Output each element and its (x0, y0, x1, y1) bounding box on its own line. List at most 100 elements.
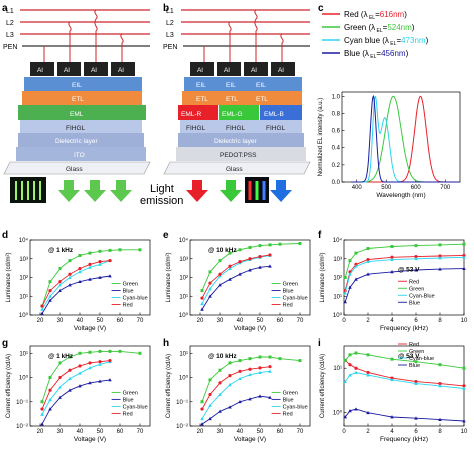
layer-glass-b-label: Glass (226, 166, 243, 173)
data-point (200, 422, 204, 426)
al-electrodes-b: Al Al Al Al (190, 62, 295, 76)
line-label-l1-b: L1 (166, 8, 174, 15)
layer-etl-b-label: ETL (226, 96, 238, 103)
data-point (414, 416, 418, 420)
data-point (200, 296, 204, 300)
legend-entry: Cyan blue (λ EL=473nm) (344, 36, 429, 47)
x-tick-label: 50 (257, 318, 264, 324)
x-axis-label: Wavelength (nm) (376, 192, 425, 199)
x-axis-label: Frequency (kHz) (380, 325, 428, 332)
data-point (238, 376, 242, 381)
al-label: Al (251, 67, 257, 74)
series-green (41, 249, 140, 307)
y-tick-label: 10¹ (19, 294, 28, 300)
chart-f: 0 2 4 6 8 10 10⁰ 10¹ 10² 10³ 10⁴ Frequency (kHz) Lum… (320, 237, 468, 332)
arrow-blue (270, 180, 292, 202)
x-tick-label: 60 (277, 318, 284, 324)
y-axis-label: Normalized EL intensity (a.u.) (318, 98, 324, 176)
data-point (354, 251, 358, 255)
emission-arrows-a (58, 180, 132, 202)
data-point (108, 248, 112, 252)
data-point (118, 349, 122, 353)
data-point (108, 274, 112, 278)
layer-fihgl-b (180, 120, 302, 133)
x-tick-label: 20 (197, 429, 204, 435)
data-point (354, 264, 358, 268)
data-point (248, 268, 252, 272)
data-point (48, 398, 52, 402)
data-point (354, 407, 358, 411)
al-label: Al (278, 67, 284, 74)
data-point (438, 267, 442, 271)
chart-c: 400 500 600 700 0.0 0.2 0.4 0.6 0.8 1.0 Wavelength… (318, 10, 461, 199)
data-point (258, 366, 262, 370)
x-tick-label: 500 (381, 185, 392, 191)
data-point (58, 361, 62, 365)
data-point (268, 355, 272, 359)
data-point (228, 361, 232, 365)
legend-entry: Cyan-blue (283, 404, 308, 410)
line-label-l3-b: L3 (166, 32, 174, 39)
x-tick-label: 2 (366, 429, 370, 435)
schematic-a: L1 L2 L3 PEN Al Al Al Al EIL ETL EML FIH… (3, 8, 183, 207)
data-point (366, 370, 370, 375)
data-point (278, 242, 282, 246)
y-axis-label: Luminance (cd/m²) (320, 252, 326, 302)
layer-eil-b-label: EIL (256, 82, 266, 89)
y-axis-label: Current efficiency (cd/A) (320, 354, 326, 418)
x-tick-label: 50 (97, 318, 104, 324)
chart-h: 20 30 40 50 60 70 10⁻² 10⁻¹ 10⁰ 10¹ Voltage (V) Cur… (166, 345, 311, 443)
x-tick-label: 600 (411, 185, 422, 191)
x-tick-label: 10 (461, 318, 468, 324)
data-point (390, 257, 394, 262)
panel-label-e: e (163, 230, 169, 241)
layer-eml-g (219, 105, 259, 120)
panel-label-c: c (318, 3, 324, 14)
layer-eml-label: EML (70, 111, 84, 118)
data-point (238, 359, 242, 363)
layer-dielectric-b-label: Dielectric layer (214, 138, 257, 145)
panel-label-d: d (2, 230, 8, 241)
data-point (208, 294, 212, 298)
x-tick-label: 40 (237, 429, 244, 435)
y-tick-label: 10⁻² (176, 424, 188, 430)
data-point (268, 264, 272, 268)
data-point (108, 378, 112, 382)
layer-etl-b (182, 91, 302, 105)
data-point (48, 294, 52, 298)
layer-eil (24, 77, 142, 91)
data-point (438, 243, 442, 247)
data-point (68, 272, 72, 276)
data-point (98, 362, 102, 366)
layer-etl (22, 91, 142, 105)
data-point (98, 379, 102, 383)
data-point (98, 275, 102, 279)
y-tick-label: 10⁻¹ (176, 400, 188, 406)
layer-eml-r (178, 105, 218, 120)
data-point (248, 357, 252, 361)
y-tick-label: 0.4 (332, 146, 341, 152)
data-point (218, 274, 222, 278)
data-point (343, 276, 347, 279)
y-tick-label: 10¹ (333, 366, 342, 372)
data-point (208, 286, 212, 291)
layer-eml-r-label: EML-R (181, 111, 202, 118)
layer-etl-label: ETL (72, 96, 84, 103)
data-point (88, 262, 92, 266)
data-point (118, 248, 122, 252)
data-point (348, 285, 352, 289)
annotation: @ 10 kHz (208, 247, 237, 254)
x-tick-label: 6 (414, 318, 418, 324)
data-point (462, 253, 466, 258)
schematic-b: L1 L2 L3 PEN Al Al Al Al EIL EIL EIL ETL… (163, 8, 311, 203)
series-cyan-blue (344, 256, 465, 294)
legend-entry: Green (123, 390, 138, 396)
series-red (201, 366, 271, 410)
data-point (366, 353, 370, 357)
data-point (348, 409, 352, 413)
y-tick-label: 10⁰ (19, 375, 29, 382)
data-point (238, 260, 242, 264)
x-tick-label: 70 (137, 318, 144, 324)
data-point (88, 350, 92, 354)
